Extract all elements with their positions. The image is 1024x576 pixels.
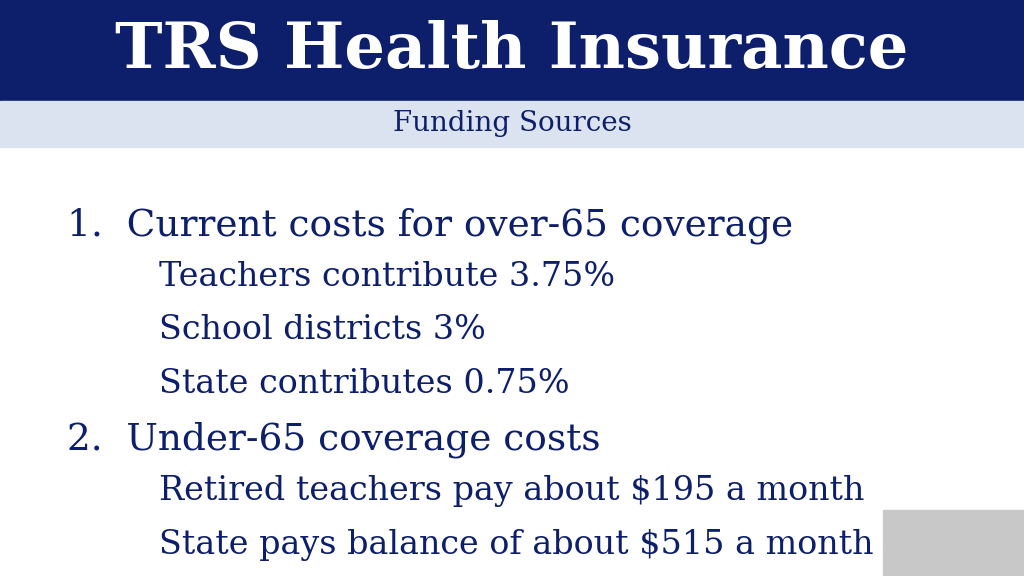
Text: Retired teachers pay about $195 a month: Retired teachers pay about $195 a month bbox=[159, 475, 864, 507]
Text: Funding Sources: Funding Sources bbox=[392, 111, 632, 137]
Bar bbox=[883, 510, 1024, 576]
Bar bbox=[0, 0, 1024, 101]
Text: State pays balance of about $515 a month: State pays balance of about $515 a month bbox=[159, 529, 873, 561]
Text: 2.  Under-65 coverage costs: 2. Under-65 coverage costs bbox=[67, 422, 600, 458]
Text: School districts 3%: School districts 3% bbox=[159, 314, 485, 347]
Text: State contributes 0.75%: State contributes 0.75% bbox=[159, 368, 569, 400]
Text: 1.  Current costs for over-65 coverage: 1. Current costs for over-65 coverage bbox=[67, 207, 793, 244]
Text: TRS Health Insurance: TRS Health Insurance bbox=[116, 20, 908, 81]
Text: Teachers contribute 3.75%: Teachers contribute 3.75% bbox=[159, 261, 614, 293]
Bar bbox=[0, 101, 1024, 147]
